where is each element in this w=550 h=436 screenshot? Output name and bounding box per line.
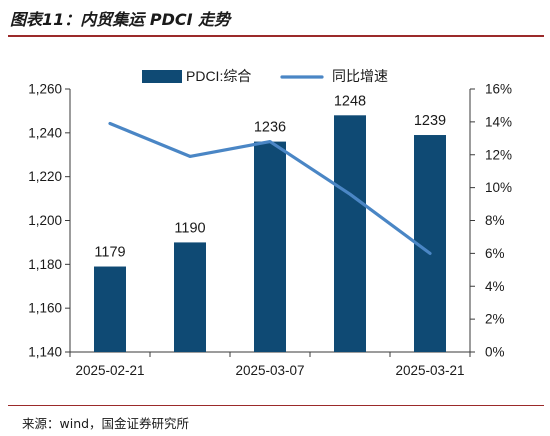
x-tick-label: 2025-03-21 (395, 363, 464, 378)
data-labels: 1179 1190 1236 1248 1239 (94, 93, 446, 260)
line-path (108, 121, 432, 255)
bar-data-label: 1239 (414, 113, 446, 129)
bar (254, 141, 286, 352)
bar-data-label: 1179 (94, 245, 125, 261)
y-right-tick-label: 6% (485, 246, 505, 261)
y-right-tick-label: 0% (485, 345, 505, 360)
y-right-tick-label: 2% (485, 312, 505, 327)
footer-divider (8, 405, 544, 406)
bar (174, 242, 206, 352)
y-right-tick-label: 10% (485, 180, 512, 195)
y-left-tick-label: 1,260 (28, 82, 62, 97)
y-right-tick-label: 16% (485, 82, 512, 97)
y-left-tick-label: 1,180 (28, 257, 62, 272)
y-right-tick-label: 12% (485, 147, 512, 162)
y-left-tick-label: 1,240 (28, 125, 62, 140)
y-right-tick-label: 4% (485, 279, 505, 294)
source-note: 来源：wind，国金证券研究所 (22, 416, 190, 431)
legend-bar-label: PDCI:综合 (186, 68, 251, 84)
y-left-tick-label: 1,200 (28, 213, 62, 228)
y-right-tick-label: 8% (485, 213, 505, 228)
y-left-tick-label: 1,160 (28, 301, 62, 316)
bar-series (94, 115, 446, 352)
legend: PDCI:综合 同比增速 (142, 68, 388, 84)
y-left-tick-label: 1,140 (28, 345, 62, 360)
y-right-tick-label: 14% (485, 114, 512, 129)
bar (94, 266, 126, 352)
y-left-tick-label: 1,220 (28, 169, 62, 184)
bar-data-label: 1236 (254, 120, 286, 136)
title-divider (8, 35, 544, 37)
chart-axes: 1,140 1,160 1,180 1,200 1,220 1,240 1,260 0% 2% 4… (28, 82, 512, 379)
bar-data-label: 1190 (174, 220, 205, 236)
bar (334, 115, 366, 352)
line-series (108, 121, 432, 255)
legend-bar-swatch (142, 70, 182, 83)
x-tick-label: 2025-03-07 (235, 363, 304, 378)
bar (414, 135, 446, 352)
page-title: 图表11：内贸集运 PDCI 走势 (10, 10, 231, 29)
legend-line-label: 同比增速 (332, 68, 388, 84)
bar-data-label: 1248 (334, 93, 366, 109)
x-tick-label: 2025-02-21 (75, 363, 144, 378)
